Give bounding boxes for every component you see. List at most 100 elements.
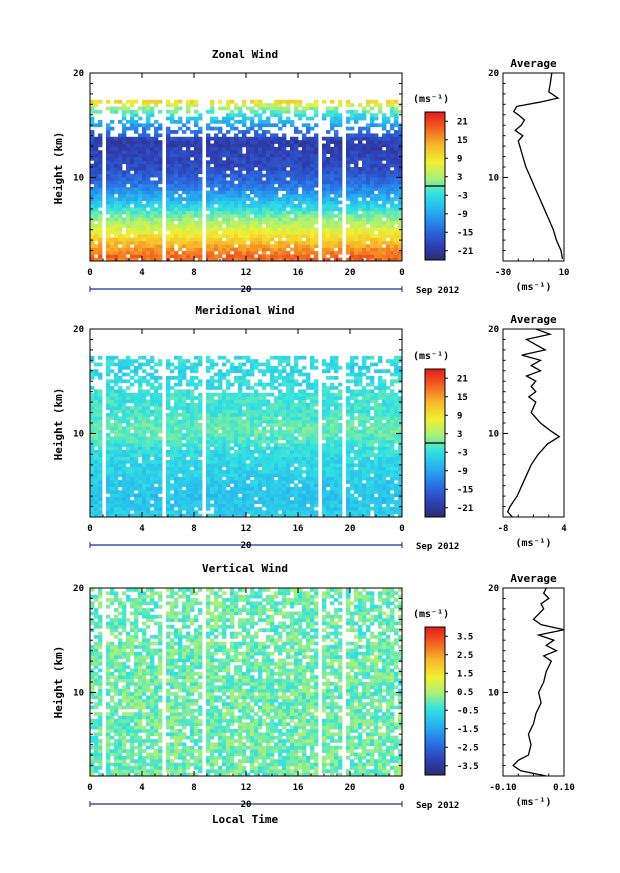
heatmap-cell [302,113,307,118]
heatmap-cell [118,419,123,424]
heatmap-cell [242,220,247,225]
heatmap-cell [334,190,339,195]
heatmap-cell [194,446,199,451]
heatmap-cell [126,217,131,222]
heatmap-cell [138,234,143,238]
heatmap-cell [246,126,251,131]
heatmap-cell [150,483,155,488]
heatmap-cell [398,173,403,178]
heatmap-cell [366,103,371,107]
heatmap-cell [206,433,211,437]
heatmap-cell [398,109,403,114]
heatmap-cell [230,170,235,175]
heatmap-cell [262,123,267,128]
heatmap-cell [238,167,243,171]
heatmap-cell [382,197,387,201]
heatmap-cell [174,217,179,222]
heatmap-cell [254,409,259,414]
heatmap-cell [90,426,95,431]
heatmap-cell [110,170,115,175]
heatmap-cell [190,449,195,454]
heatmap-cell [262,234,267,238]
heatmap-cell [250,443,255,447]
heatmap-cell [250,409,255,414]
heatmap-cell [334,136,339,141]
heatmap-cell [234,143,239,148]
heatmap-cell [106,227,111,232]
heatmap-cell [258,170,263,175]
heatmap-cell [134,459,139,464]
heatmap-cell [274,446,279,451]
heatmap-cell [182,254,187,259]
heatmap-cell [158,240,163,245]
heatmap-cell [178,214,183,218]
heatmap-cell [198,183,203,188]
heatmap-cell [278,99,283,104]
heatmap-cell [94,136,99,141]
heatmap-cell [182,257,187,262]
heatmap-cell [122,150,127,154]
heatmap-cell [310,234,315,238]
heatmap-cell [110,416,115,421]
heatmap-cell [226,173,231,178]
heatmap-cell [382,183,387,188]
heatmap-cell [114,234,119,238]
heatmap-cell [242,254,247,259]
heatmap-cell [350,103,355,107]
heatmap-cell [278,143,283,148]
heatmap-cell [106,412,111,417]
heatmap-cell [134,510,139,515]
heatmap-cell [274,217,279,222]
heatmap-cell [330,187,335,191]
heatmap-cell [182,230,187,235]
heatmap-cell [142,399,147,404]
heatmap-cell [270,473,275,478]
heatmap-cell [182,392,187,397]
heatmap-cell [234,419,239,424]
heatmap-cell [110,423,115,427]
heatmap-cell [242,187,247,191]
heatmap-cell [170,419,175,424]
heatmap-cell [322,163,327,168]
heatmap-cell [278,254,283,259]
heatmap-cell [326,180,331,185]
heatmap-cell [270,369,275,374]
heatmap-cell [118,254,123,259]
heatmap-cell [150,439,155,444]
heatmap-cell [290,207,295,212]
heatmap-cell [166,429,171,434]
heatmap-cell [334,183,339,188]
heatmap-cell [274,402,279,407]
heatmap-cell [366,163,371,168]
heatmap-cell [150,392,155,397]
heatmap-cell [154,429,159,434]
heatmap-cell [278,399,283,404]
heatmap-cell [358,234,363,238]
heatmap-cell [250,466,255,471]
heatmap-cell [294,224,299,228]
heatmap-cell [294,177,299,181]
heatmap-cell [266,470,271,474]
heatmap-cell [90,190,95,195]
heatmap-cell [218,203,223,208]
heatmap-cell [126,483,131,488]
heatmap-cell [390,153,395,158]
heatmap-cell [338,153,343,158]
heatmap-cell [110,156,115,161]
heatmap-cell [234,513,239,518]
heatmap-cell [354,220,359,225]
heatmap-cell [294,183,299,188]
heatmap-cell [186,234,191,238]
heatmap-cell [130,382,135,387]
heatmap-cell [254,143,259,148]
heatmap-cell [178,392,183,397]
heatmap-cell [214,136,219,141]
heatmap-cell [370,140,375,144]
heatmap-cell [146,230,151,235]
heatmap-cell [174,500,179,504]
heatmap-cell [246,503,251,508]
heatmap-cell [298,153,303,158]
heatmap-cell [346,244,351,248]
heatmap-cell [366,133,371,138]
colorbar-tick-label: -9 [457,210,468,220]
